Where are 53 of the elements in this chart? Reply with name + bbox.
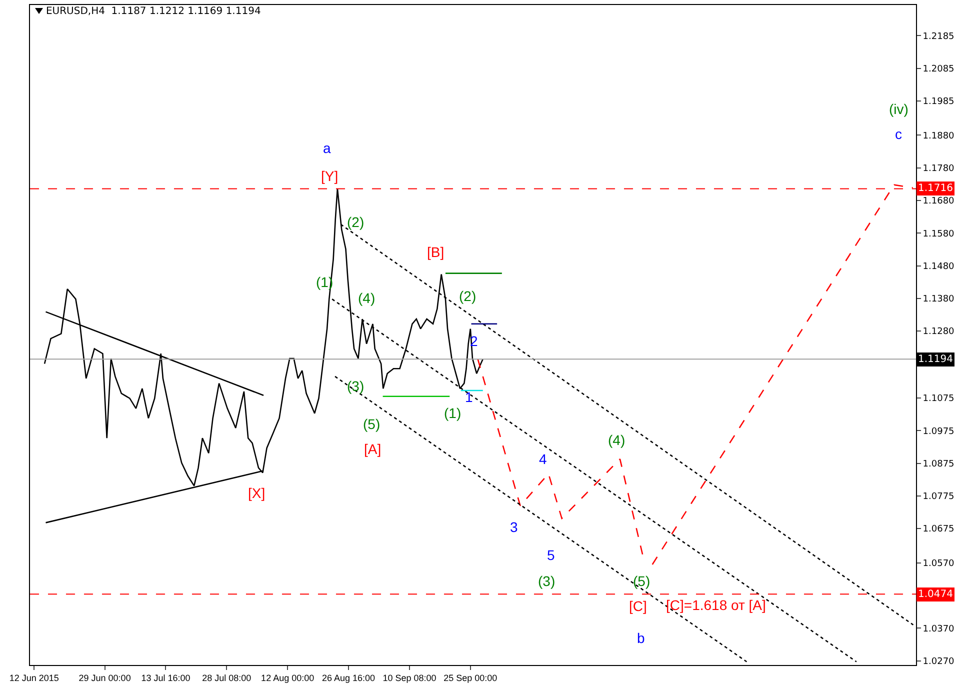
- annotation: [A]: [364, 441, 382, 457]
- y-tick-label: 1.1480: [922, 262, 955, 272]
- x-tick-label: 29 Jun 00:00: [78, 672, 131, 683]
- annotation: [X]: [248, 485, 266, 501]
- chart-title: EURUSD,H4 1.1187 1.1212 1.1169 1.1194: [46, 6, 261, 17]
- annotation: 4: [539, 451, 547, 467]
- x-tick-label: 26 Aug 16:00: [322, 672, 376, 683]
- y-tick-label: 1.0875: [922, 459, 954, 470]
- annotation: b: [637, 630, 645, 646]
- x-tick-label: 12 Aug 00:00: [261, 672, 314, 683]
- y-tick-label: 1.1680: [922, 196, 955, 207]
- y-tick-label: 1.0270: [922, 656, 955, 667]
- annotation: (4): [358, 290, 376, 306]
- x-tick-label: 10 Sep 08:00: [382, 672, 436, 683]
- y-tick-label: 1.1780: [922, 164, 955, 174]
- ref-line-label: 1.1194: [918, 354, 953, 365]
- ref-line-label: 1.0474: [918, 589, 953, 600]
- y-tick-label: 1.1580: [922, 229, 955, 240]
- y-tick-label: 1.1880: [922, 131, 955, 142]
- y-tick-label: 1.0570: [922, 558, 955, 569]
- x-tick-label: 25 Sep 00:00: [444, 672, 498, 683]
- annotation: (3): [538, 573, 556, 589]
- annotation: [C]=1.618 от [A]: [666, 597, 766, 613]
- y-tick-label: 1.0975: [922, 426, 954, 437]
- y-tick-label: 1.1075: [922, 394, 954, 404]
- x-tick-label: 13 Jul 16:00: [141, 672, 190, 683]
- annotation: (1): [444, 405, 462, 421]
- y-tick-label: 1.0775: [922, 492, 954, 502]
- annotation: 3: [510, 519, 518, 535]
- y-tick-label: 1.1280: [922, 327, 955, 338]
- annotation: a: [323, 140, 331, 156]
- annotation: 5: [547, 547, 555, 563]
- annotation: [C]: [629, 598, 647, 614]
- annotation: (5): [633, 573, 650, 589]
- y-tick-label: 1.0675: [922, 524, 954, 535]
- annotation: [B]: [427, 244, 444, 260]
- annotation: [Y]: [321, 168, 338, 184]
- annotation: (2): [347, 214, 364, 230]
- x-tick-label: 28 Jul 08:00: [202, 672, 252, 683]
- y-tick-label: 1.0370: [922, 624, 955, 634]
- annotation: (5): [363, 416, 380, 432]
- annotation: (4): [608, 432, 626, 448]
- ref-line-label: 1.1716: [918, 183, 953, 194]
- annotation: (3): [347, 378, 364, 394]
- y-tick-label: 1.2085: [922, 64, 954, 74]
- y-tick-label: 1.1985: [922, 97, 954, 108]
- annotation: c: [895, 126, 902, 142]
- annotation: 1: [465, 389, 473, 405]
- annotation: (iv): [889, 101, 908, 117]
- y-tick-label: 1.2185: [922, 32, 954, 42]
- annotation: (2): [459, 288, 476, 304]
- y-tick-label: 1.1380: [922, 294, 955, 305]
- x-tick-label: 12 Jun 2015: [9, 672, 59, 683]
